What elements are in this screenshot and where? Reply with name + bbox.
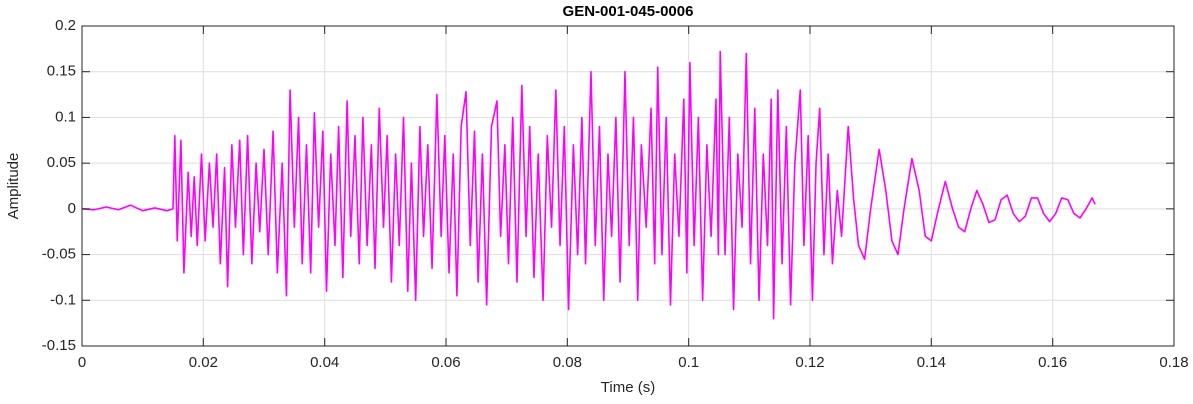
y-tick-label: 0.2 (55, 17, 76, 34)
x-tick-label: 0.04 (310, 354, 339, 371)
y-tick-label: 0.1 (55, 108, 76, 125)
x-tick-label: 0.12 (795, 354, 824, 371)
y-tick-label: 0.05 (47, 154, 76, 171)
waveform-line (81, 50, 1096, 320)
y-tick-label: 0.15 (47, 63, 76, 80)
y-axis-label: Amplitude (5, 153, 22, 220)
x-tick-label: 0.08 (553, 354, 582, 371)
x-tick-label: 0.16 (1038, 354, 1067, 371)
x-tick-label: 0 (78, 354, 86, 371)
y-tick-label: 0 (68, 200, 76, 217)
y-tick-label: -0.05 (42, 246, 76, 263)
x-tick-label: 0.06 (431, 354, 460, 371)
x-axis-label: Time (s) (601, 379, 655, 396)
x-tick-label: 0.14 (917, 354, 946, 371)
axes-box (81, 25, 1175, 347)
y-tick-label: -0.15 (42, 337, 76, 354)
x-tick-label: 0.18 (1159, 354, 1188, 371)
chart-title: GEN-001-045-0006 (563, 3, 694, 20)
x-tick-label: 0.1 (678, 354, 699, 371)
x-tick-label: 0.02 (189, 354, 218, 371)
y-tick-label: -0.1 (50, 291, 76, 308)
